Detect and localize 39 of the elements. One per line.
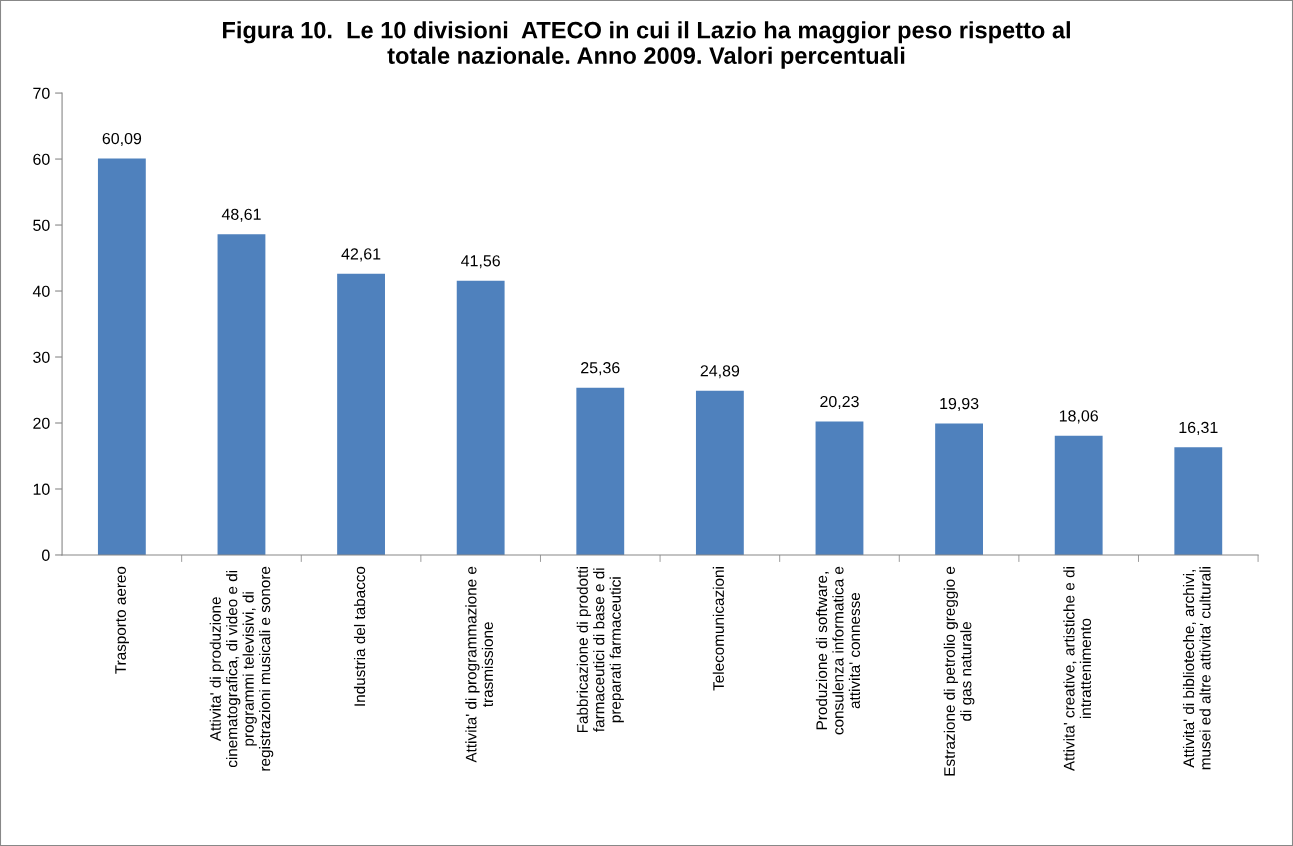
x-tick-label: Trasporto aereo [115, 566, 129, 674]
bar [576, 387, 625, 555]
x-tick-label: Fabbricazione di prodotti farmaceutici di base e di preparati farmaceutici [576, 567, 624, 733]
y-tick-label: 0 [42, 549, 50, 561]
y-tick-label: 70 [33, 87, 50, 99]
data-label: 48,61 [221, 208, 261, 222]
x-tick-label: Attivita' di biblioteche, archivi, musei ed altre attivita' culturali [1182, 567, 1211, 770]
bar [97, 158, 146, 555]
x-tick-label: Industria del tabacco [353, 566, 366, 706]
bar [695, 390, 744, 555]
y-tick-label: 20 [33, 417, 50, 429]
bar [815, 421, 864, 555]
data-label: 25,36 [581, 362, 620, 376]
bar [456, 280, 505, 555]
data-label: 16,31 [1179, 421, 1218, 435]
x-tick-label: Attivita' di produzione cinematografica, di video e di programmi televisivi, di registrazioni musicali e sonore [209, 566, 274, 771]
x-tick-label: Estrazione di petrolio greggio e di gas naturale [943, 566, 975, 776]
bar [337, 273, 385, 555]
chart-title: Figura 10. Le 10 divisioni ATECO in cui il Lazio ha maggior peso rispetto al totale nazionale. Anno 2009. Valori percentuali [223, 21, 1070, 69]
x-tick-label: Produzione di software, consulenza informatica e attivita' connesse [815, 566, 861, 735]
y-tick-label: 10 [33, 483, 50, 495]
y-tick-label: 60 [33, 153, 50, 165]
bar [217, 234, 266, 555]
y-tick-label: 50 [33, 219, 50, 231]
data-label: 24,89 [700, 365, 740, 379]
bar [1174, 447, 1223, 555]
data-label: 41,56 [461, 255, 500, 269]
x-tick-label: Attivita' creative, artistiche e di intrattenimento [1063, 567, 1092, 772]
y-tick-label: 40 [32, 285, 50, 297]
data-label: 20,23 [820, 395, 859, 410]
bar [1054, 435, 1103, 555]
x-tick-label: Attivita' di programmazione e trasmissione [465, 566, 493, 763]
data-label: 18,06 [1059, 410, 1098, 424]
x-tick-label: Telecomunicazioni [712, 567, 724, 691]
data-label: 19,93 [940, 397, 979, 412]
y-tick-label: 30 [33, 351, 50, 363]
data-label: 42,61 [341, 248, 381, 262]
data-label: 60,09 [102, 132, 142, 147]
bar [935, 423, 983, 555]
